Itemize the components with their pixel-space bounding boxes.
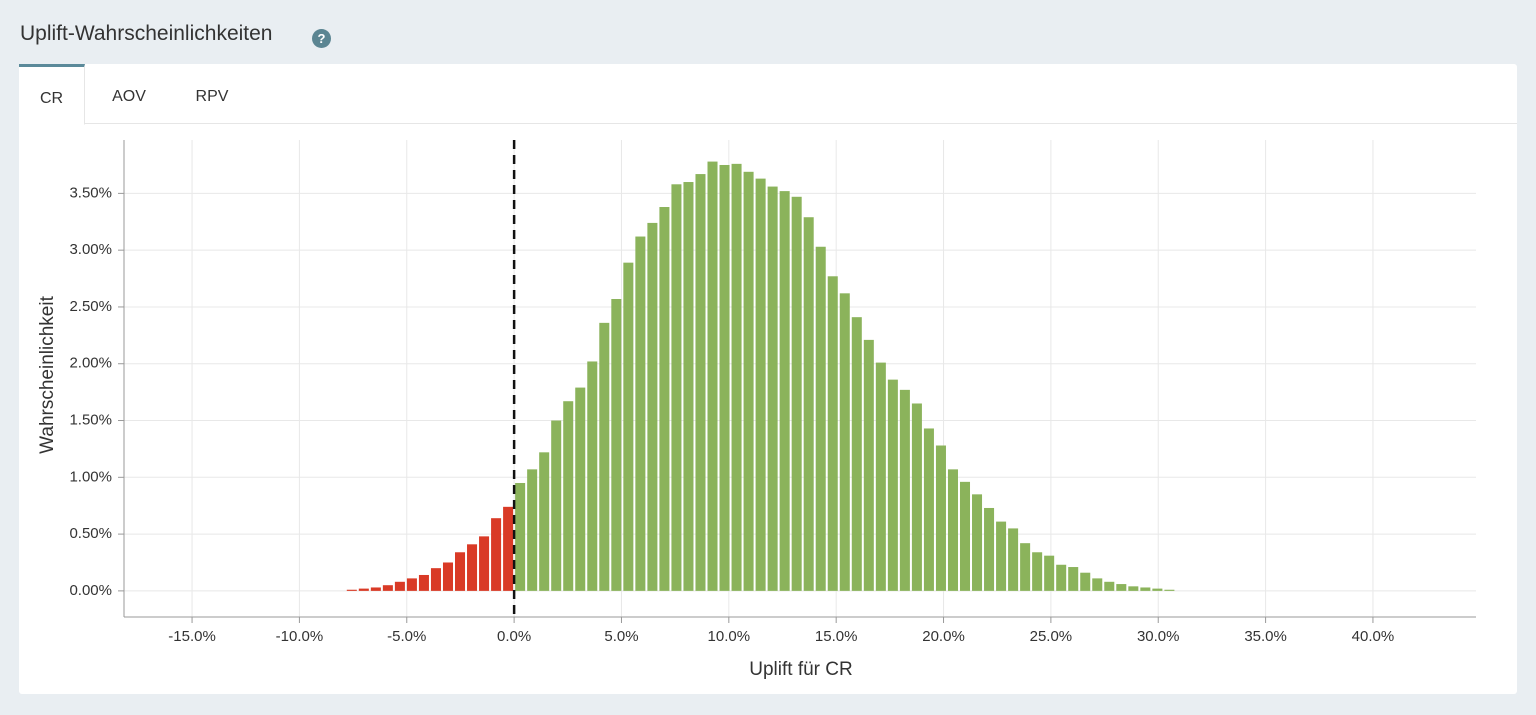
- x-tick-label: 15.0%: [815, 628, 858, 645]
- bar: [1044, 555, 1055, 591]
- bar: [972, 494, 983, 591]
- bar: [491, 518, 502, 591]
- bar: [539, 452, 550, 591]
- bar: [515, 482, 526, 591]
- x-tick-label: 25.0%: [1030, 628, 1073, 645]
- bar: [743, 171, 754, 591]
- bar: [623, 262, 634, 591]
- bar: [1092, 578, 1103, 591]
- bar: [430, 568, 441, 591]
- bar: [503, 506, 514, 591]
- bar: [1128, 586, 1139, 591]
- bar: [575, 387, 586, 591]
- bar: [479, 536, 490, 591]
- bar: [455, 552, 466, 591]
- bar: [358, 588, 369, 591]
- bar: [418, 574, 429, 591]
- bar: [1104, 581, 1115, 591]
- bar: [755, 178, 766, 591]
- x-tick-label: 35.0%: [1244, 628, 1287, 645]
- x-axis-title: Uplift für CR: [749, 659, 852, 680]
- bar: [863, 339, 874, 591]
- bar: [719, 164, 730, 591]
- y-tick-label: 3.50%: [69, 184, 112, 201]
- bar: [382, 585, 393, 591]
- x-tick-label: 20.0%: [922, 628, 965, 645]
- x-tick-label: 30.0%: [1137, 628, 1180, 645]
- x-tick-label: 0.0%: [497, 628, 531, 645]
- bar: [406, 578, 417, 591]
- x-tick-label: 40.0%: [1352, 628, 1395, 645]
- bar: [984, 507, 995, 591]
- bar: [527, 469, 538, 591]
- bar: [911, 403, 922, 591]
- bar: [935, 445, 946, 591]
- bar: [707, 161, 718, 591]
- bar: [779, 191, 790, 591]
- y-tick-label: 0.50%: [69, 525, 112, 542]
- tab-bar: CR AOV RPV: [19, 64, 1517, 125]
- bar: [695, 174, 706, 591]
- bar: [1164, 589, 1175, 591]
- bar: [767, 186, 778, 591]
- bar: [959, 481, 971, 591]
- x-tick-label: -5.0%: [387, 628, 426, 645]
- bar: [467, 544, 478, 591]
- bar: [370, 587, 381, 591]
- x-tick-label: 5.0%: [604, 628, 638, 645]
- bar: [587, 361, 598, 591]
- bar: [923, 428, 934, 591]
- tab[interactable]: AOV: [112, 88, 146, 105]
- x-tick-label: -15.0%: [168, 628, 216, 645]
- bar: [1056, 564, 1067, 591]
- x-tick-label: -10.0%: [276, 628, 324, 645]
- bar: [394, 581, 405, 591]
- section-title: Uplift-Wahrscheinlichkeiten: [20, 22, 273, 45]
- y-tick-label: 1.00%: [69, 468, 112, 485]
- y-tick-label: 3.00%: [69, 241, 112, 258]
- y-tick-label: 0.00%: [69, 582, 112, 599]
- bar: [599, 322, 610, 591]
- bar: [827, 276, 838, 591]
- bar: [551, 420, 562, 591]
- bar: [1068, 567, 1079, 591]
- bar: [731, 163, 742, 591]
- bar: [1080, 572, 1091, 591]
- bar: [1152, 588, 1163, 591]
- bar: [899, 389, 910, 591]
- bar: [1008, 528, 1019, 591]
- bar: [996, 521, 1007, 591]
- tab[interactable]: RPV: [195, 88, 229, 105]
- bar: [887, 379, 898, 591]
- bar: [442, 562, 454, 591]
- bar: [563, 401, 574, 591]
- y-tick-label: 2.00%: [69, 355, 112, 372]
- bar: [875, 362, 886, 591]
- y-axis-title: Wahrscheinlichkeit: [37, 295, 58, 453]
- bar: [346, 589, 357, 591]
- bar: [671, 184, 682, 591]
- x-tick-label: 10.0%: [708, 628, 751, 645]
- tab[interactable]: CR: [19, 64, 85, 125]
- bar: [635, 236, 646, 591]
- bar: [1020, 543, 1031, 591]
- bar: [611, 299, 622, 591]
- bar: [947, 469, 958, 591]
- help-icon[interactable]: ?: [312, 29, 331, 48]
- bar: [1116, 584, 1127, 591]
- y-tick-label: 2.50%: [69, 298, 112, 315]
- bar: [815, 246, 826, 591]
- bar: [659, 207, 670, 591]
- bar: [1140, 587, 1151, 591]
- bar: [647, 222, 658, 591]
- bar: [791, 196, 802, 591]
- bar: [683, 182, 694, 591]
- bar: [839, 293, 850, 591]
- bar: [851, 317, 862, 591]
- bar: [803, 217, 814, 591]
- y-tick-label: 1.50%: [69, 411, 112, 428]
- bar: [1032, 552, 1043, 591]
